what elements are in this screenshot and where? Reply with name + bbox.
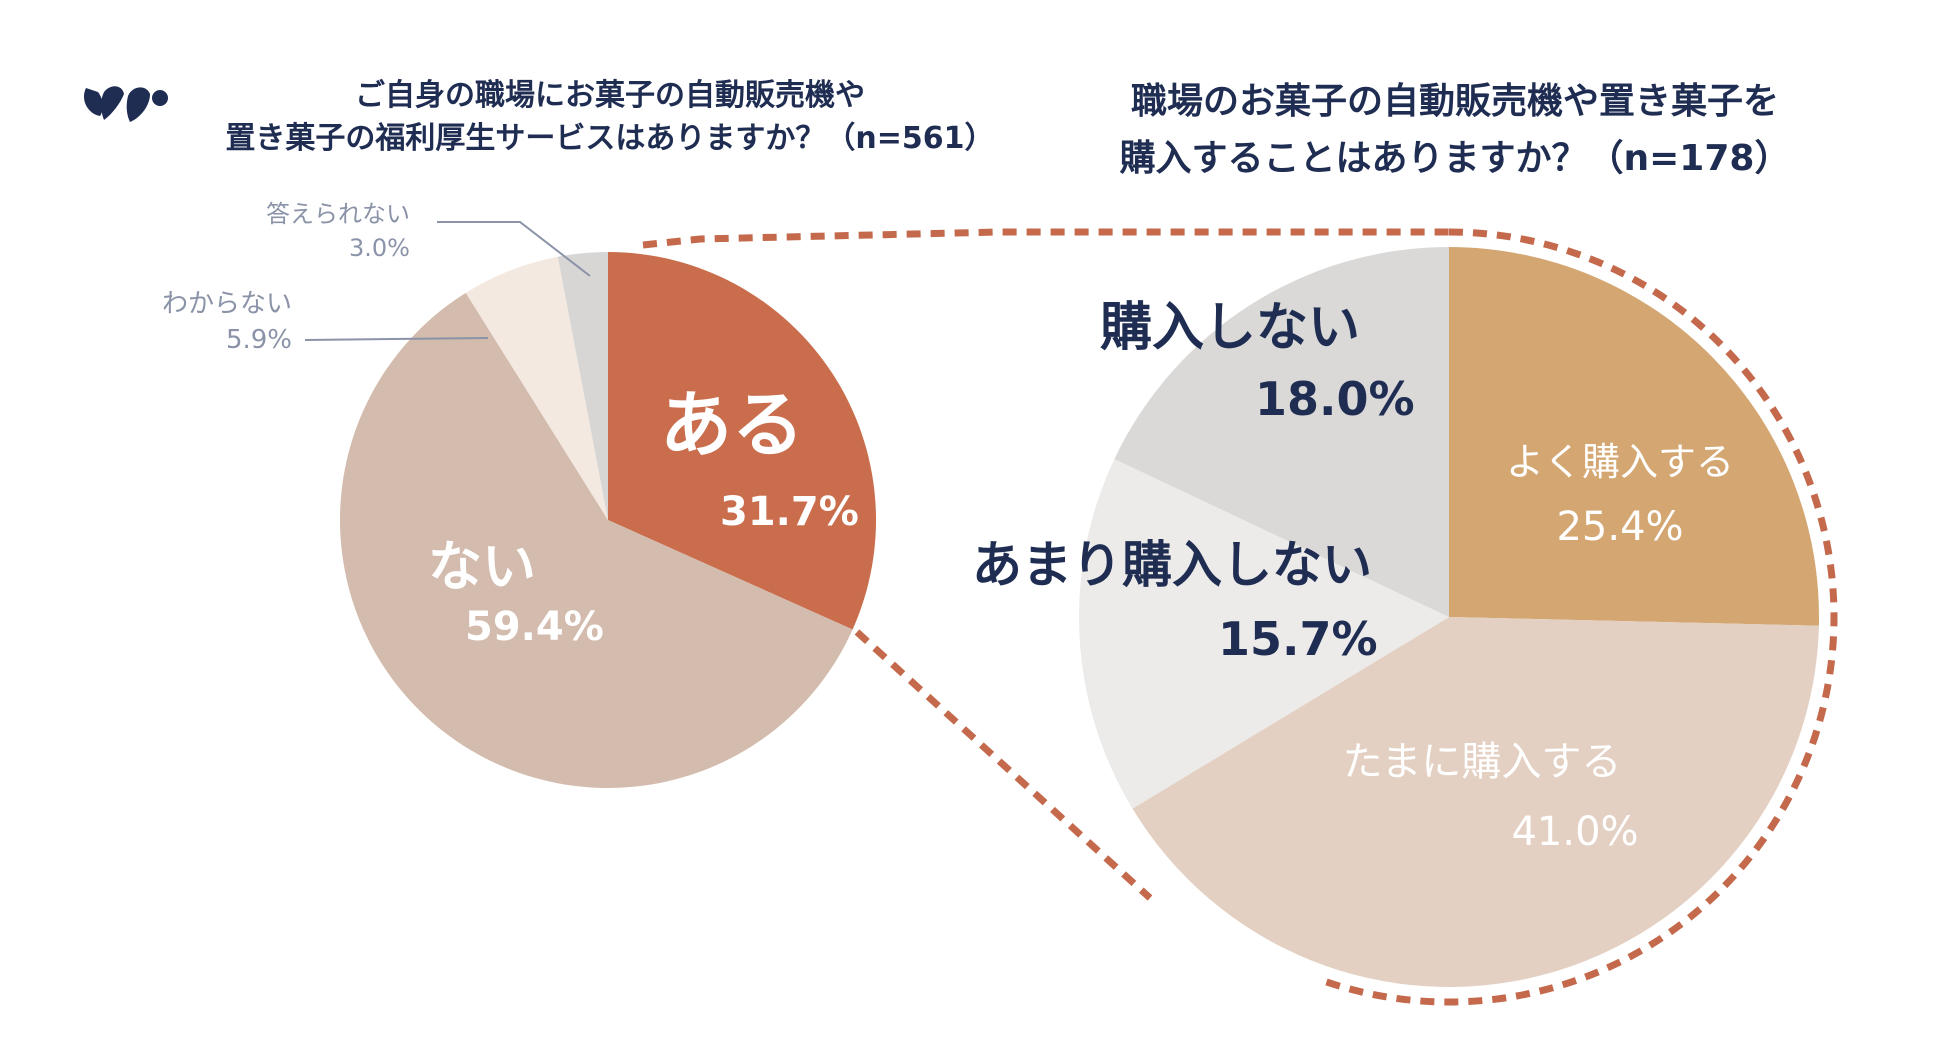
right-chart-title-line-1: 職場のお菓子の自動販売機や置き菓子を xyxy=(1131,81,1779,122)
value-kounyu-shinai: 18.0% xyxy=(1255,372,1415,426)
brand-logo-icon xyxy=(83,86,168,122)
value-kotaerarenai: 3.0% xyxy=(349,234,410,262)
label-aru: ある xyxy=(660,383,804,467)
label-amari-kounyu-shinai: あまり購入しない xyxy=(972,536,1372,594)
value-wakaranai: 5.9% xyxy=(226,325,292,355)
pie-slice-wakaranai xyxy=(465,256,608,520)
zoom-outline-arc xyxy=(1316,228,1838,1006)
pie-slice-kotaerarenai xyxy=(557,252,608,520)
pie-slice-amari-kounyu-shinai xyxy=(1078,459,1449,809)
right-pie-chart xyxy=(1078,247,1820,988)
leader-line-kotaerarenai xyxy=(437,221,591,277)
left-chart-title-line-1: ご自身の職場にお菓子の自動販売機や xyxy=(355,78,865,113)
label-kotaerarenai: 答えられない xyxy=(266,200,410,228)
label-tamani-kounyu: たまに購入する xyxy=(1343,739,1622,785)
left-chart-title-line-2: 置き菓子の福利厚生サービスはありますか？（n=561） xyxy=(225,121,994,156)
pie-slice-nai xyxy=(340,292,853,788)
zoom-connector-top xyxy=(642,228,1449,249)
pie-slice-kounyu-shinai xyxy=(1114,247,1449,617)
value-aru: 31.7% xyxy=(720,489,859,535)
pie-slice-yoku-kounyu xyxy=(1449,247,1820,626)
pie-slice-aru xyxy=(608,252,876,630)
value-yoku-kounyu: 25.4% xyxy=(1556,504,1683,550)
label-yoku-kounyu: よく購入する xyxy=(1506,440,1734,484)
leader-line-wakaranai xyxy=(304,337,489,341)
label-wakaranai: わからない xyxy=(162,289,292,319)
label-nai: ない xyxy=(428,535,536,598)
value-tamani-kounyu: 41.0% xyxy=(1511,809,1638,855)
zoom-connector-bottom xyxy=(854,629,1153,901)
value-amari-kounyu-shinai: 15.7% xyxy=(1218,612,1378,666)
pie-slice-tamani-kounyu xyxy=(1132,617,1819,988)
value-nai: 59.4% xyxy=(465,604,604,650)
right-chart-title-line-2: 購入することはありますか？（n=178） xyxy=(1120,138,1791,179)
left-pie-chart xyxy=(340,252,876,788)
label-kounyu-shinai: 購入しない xyxy=(1100,298,1360,358)
